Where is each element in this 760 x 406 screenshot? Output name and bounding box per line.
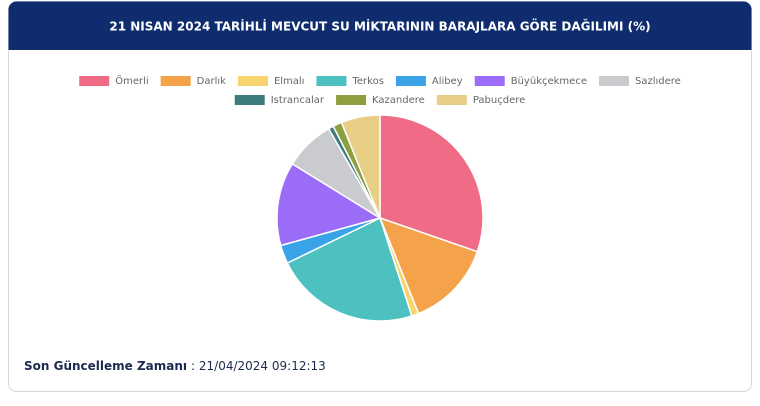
legend-swatch: [79, 76, 110, 86]
pie-slice: [286, 216, 413, 322]
legend-swatch: [160, 76, 191, 86]
chart-title: 21 NISAN 2024 TARİHLİ MEVCUT SU MİKTARIN…: [109, 19, 650, 34]
legend: Ömerli Darlık Elmalı Terkos Alibey Büyükçekme…: [79, 74, 681, 106]
legend-item: Ömerli: [79, 74, 149, 87]
legend-item: Terkos: [316, 76, 384, 87]
legend-item: Alibey: [395, 76, 463, 87]
legend-item: Kazandere: [336, 95, 425, 106]
legend-swatch: [237, 76, 268, 86]
legend-item: Sazlıdere: [598, 76, 681, 87]
legend-label: Sazlıdere: [635, 76, 681, 87]
footer: Son Güncelleme Zamanı : 21/04/2024 09:12:…: [24, 359, 326, 373]
pie-slice: [379, 114, 484, 253]
legend-label: Alibey: [432, 76, 463, 87]
legend-label: Ömerli: [115, 74, 148, 87]
legend-item: Pabuçdere: [436, 95, 525, 106]
legend-swatch: [436, 95, 467, 105]
footer-label: Son Güncelleme Zamanı: [24, 359, 187, 373]
legend-label: Elmalı: [274, 76, 305, 87]
legend-item: Büyükçekmece: [474, 76, 587, 87]
legend-swatch: [336, 95, 367, 105]
legend-item: Darlık: [160, 76, 226, 87]
footer-value: : 21/04/2024 09:12:13: [191, 359, 326, 373]
legend-item: Elmalı: [237, 76, 305, 87]
legend-label: Kazandere: [372, 95, 425, 106]
legend-swatch: [316, 76, 347, 86]
pie: [276, 114, 484, 322]
legend-label: Darlık: [197, 76, 226, 87]
legend-label: Pabuçdere: [473, 95, 525, 106]
legend-swatch: [395, 76, 426, 86]
legend-swatch: [598, 76, 629, 86]
legend-label: Büyükçekmece: [511, 76, 587, 87]
legend-label: Terkos: [351, 76, 383, 87]
pie-slice: [340, 114, 381, 219]
header-band: [8, 1, 752, 50]
legend-item: Istrancalar: [234, 95, 325, 106]
legend-swatch: [234, 95, 265, 105]
pie-slice: [276, 162, 382, 247]
pie-slice: [378, 216, 479, 315]
legend-swatch: [474, 76, 505, 86]
legend-label: Istrancalar: [271, 95, 325, 106]
